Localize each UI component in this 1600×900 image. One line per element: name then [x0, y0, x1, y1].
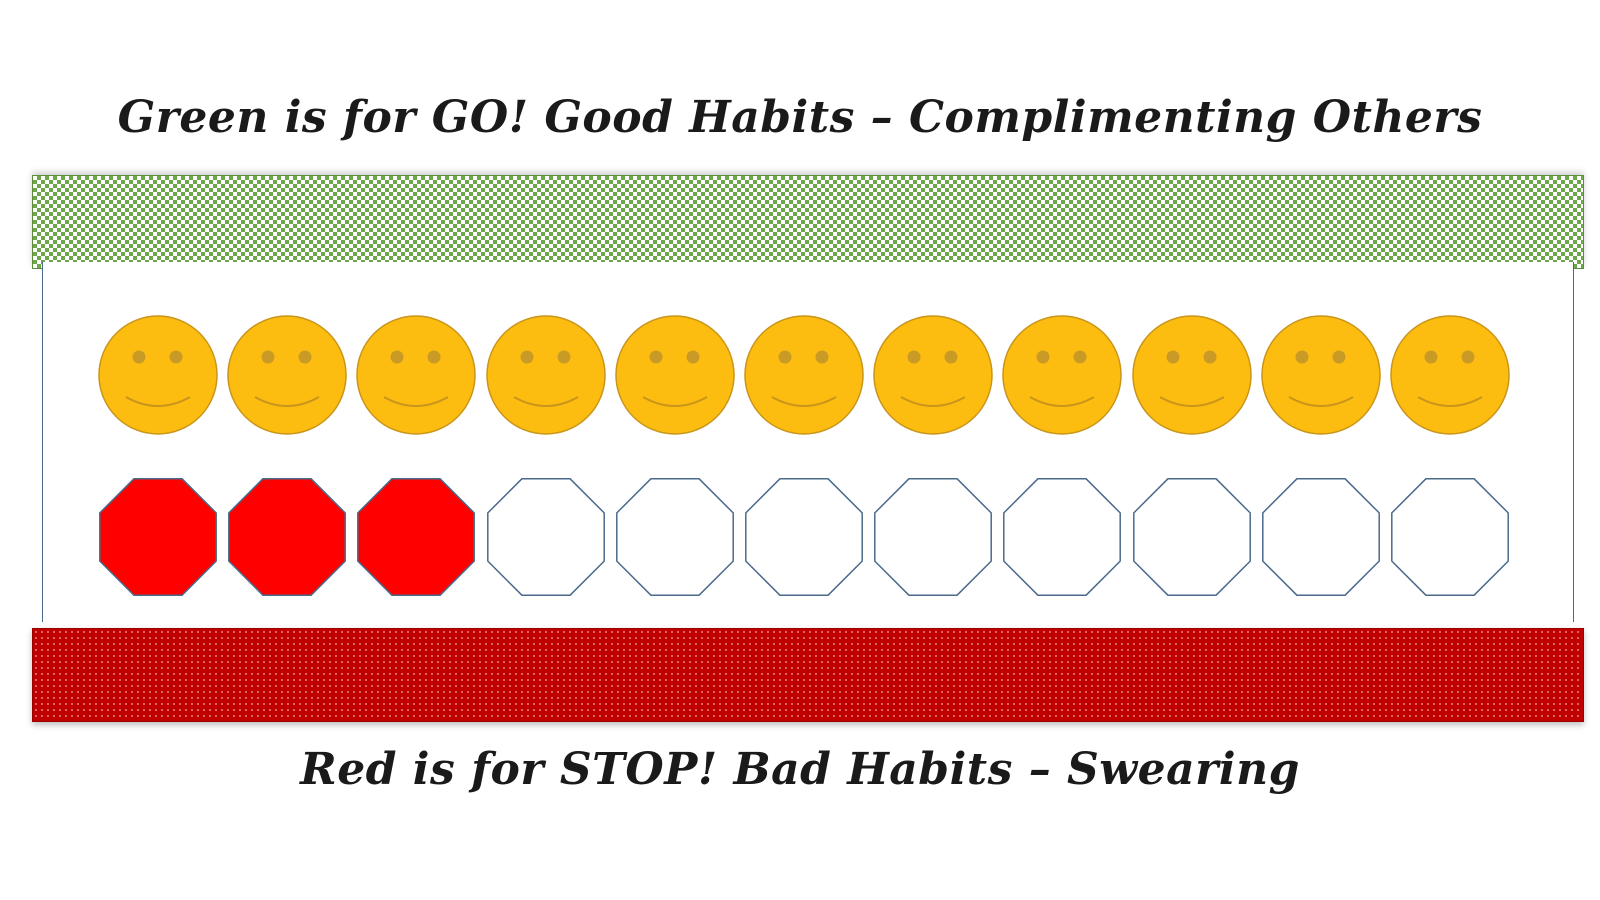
octagon-stop-icon [225, 475, 349, 599]
good-habit-smiley-row [96, 313, 1536, 437]
smiley-face-icon [613, 313, 737, 437]
octagon-stop-icon [1130, 475, 1254, 599]
smiley-face-icon [225, 313, 349, 437]
octagon-stop-icon [354, 475, 478, 599]
smiley-face-icon [1000, 313, 1124, 437]
smiley-face-icon [1259, 313, 1383, 437]
octagon-stop-icon [742, 475, 866, 599]
octagon-stop-icon [1000, 475, 1124, 599]
octagon-stop-icon [484, 475, 608, 599]
green-gingham-stripe [32, 175, 1584, 269]
octagon-stop-icon [1388, 475, 1512, 599]
bad-habit-stop-row [96, 475, 1536, 599]
smiley-face-icon [1130, 313, 1254, 437]
octagon-stop-icon [871, 475, 995, 599]
smiley-face-icon [96, 313, 220, 437]
smiley-face-icon [1388, 313, 1512, 437]
octagon-stop-icon [1259, 475, 1383, 599]
smiley-face-icon [484, 313, 608, 437]
smiley-face-icon [742, 313, 866, 437]
smiley-face-icon [354, 313, 478, 437]
bad-habits-title: Red is for STOP! Bad Habits – Swearing [300, 744, 1300, 795]
red-dotted-stripe [32, 628, 1584, 722]
good-habits-title: Green is for GO! Good Habits – Complimen… [117, 92, 1483, 143]
octagon-stop-icon [96, 475, 220, 599]
octagon-stop-icon [613, 475, 737, 599]
smiley-face-icon [871, 313, 995, 437]
